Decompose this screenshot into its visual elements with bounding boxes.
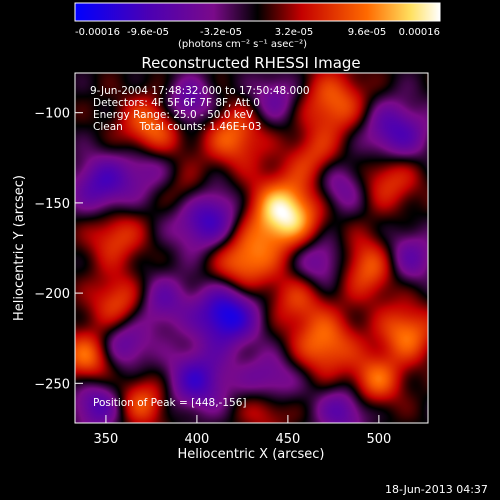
colorbar [75,3,440,21]
colorbar-tick-label: 3.2e-05 [275,27,313,38]
colorbar-tick-label: -0.00016 [75,27,120,38]
colorbar-tick-label: 9.6e-05 [348,27,386,38]
y-tick-label: −200 [34,287,70,302]
x-tick-label: 350 [94,432,119,447]
y-tick-label: −250 [34,377,70,392]
colorbar-unit-label: (photons cm⁻² s⁻¹ asec⁻²) [178,39,308,50]
annotation-energy-range: Energy Range: 25.0 - 50.0 keV [93,109,254,121]
colorbar-ticks: -0.00016 -9.6e-05 -3.2e-05 3.2e-05 9.6e-05 0.… [75,27,440,38]
colorbar-frame [74,2,441,22]
axis-ticks: 350 400 450 500 −100 −150 −200 −250 [34,107,391,447]
heatmap-container [75,73,428,423]
annotation-detectors: Detectors: 4F 5F 6F 7F 8F, Att 0 [93,97,260,109]
footer-timestamp: 18-Jun-2013 04:37 [385,483,488,496]
annotation-peak-position: Position of Peak = [448,-156] [93,397,247,409]
y-tick-label: −100 [34,107,70,122]
y-axis-label: Heliocentric Y (arcsec) [12,175,27,321]
annotation-time-range: 9-Jun-2004 17:48:32.000 to 17:50:48.000 [90,85,310,97]
annotation-clean-counts: Clean Total counts: 1.46E+03 [93,121,262,133]
colorbar-tick-label: 0.00016 [399,27,440,38]
x-tick-label: 400 [184,432,209,447]
x-axis-label: Heliocentric X (arcsec) [178,447,325,462]
x-tick-label: 450 [275,432,300,447]
plot-frame [74,72,429,424]
chart-title: Reconstructed RHESSI Image [141,54,360,72]
y-tick-label: −150 [34,197,70,212]
x-tick-label: 500 [366,432,391,447]
colorbar-tick-label: -9.6e-05 [127,27,169,38]
colorbar-tick-label: -3.2e-05 [200,27,242,38]
